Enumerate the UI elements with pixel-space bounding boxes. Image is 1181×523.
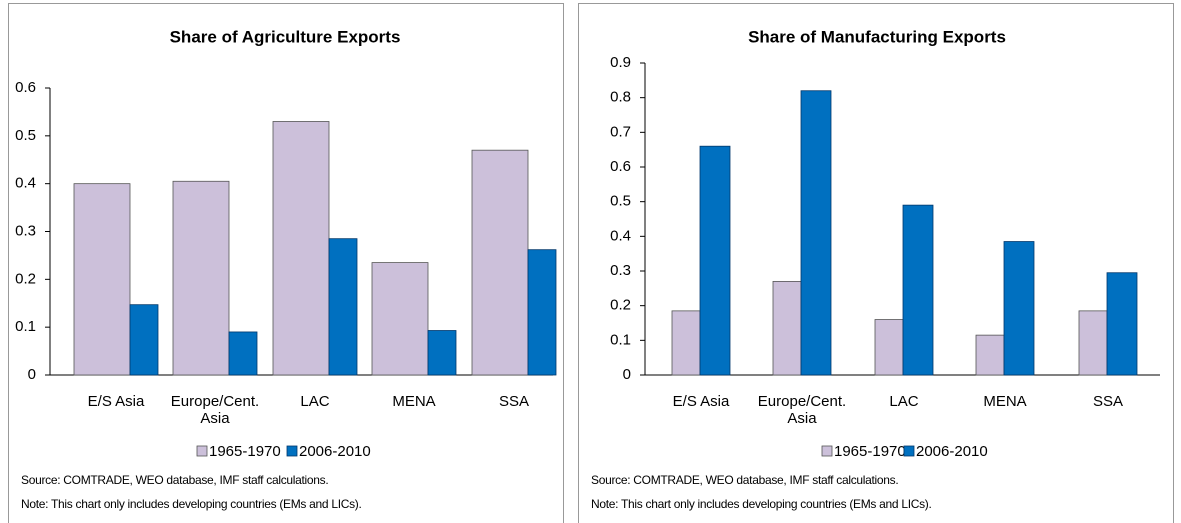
x-tick-label: Europe/Cent. Asia	[170, 393, 260, 427]
bar	[172, 180, 230, 376]
x-tick-label: E/S Asia	[672, 393, 730, 410]
bar	[800, 90, 832, 376]
bar	[671, 310, 701, 376]
x-tick-label: MENA	[392, 393, 436, 410]
bar	[471, 149, 529, 376]
bar	[328, 238, 358, 376]
panel-border	[578, 3, 1174, 523]
y-tick-label: 0.1	[15, 318, 36, 335]
x-tick-label: SSA	[1092, 393, 1123, 410]
y-tick-label: 0.3	[15, 222, 36, 239]
panel-border	[8, 3, 564, 523]
y-tick-label: 0.8	[610, 89, 631, 106]
footnote: Note: This chart only includes developin…	[591, 497, 932, 511]
bar	[1078, 310, 1108, 376]
y-tick-label: 0.4	[15, 175, 36, 192]
bar	[975, 334, 1005, 376]
y-tick-label: 0.1	[610, 331, 631, 348]
footnote: Note: This chart only includes developin…	[21, 497, 362, 511]
bar	[902, 204, 934, 376]
x-tick-label: LAC	[300, 393, 330, 410]
x-tick-label: E/S Asia	[87, 393, 145, 410]
bar	[228, 331, 258, 376]
bar	[371, 262, 429, 376]
bar	[272, 121, 330, 376]
chart-title: Share of Agriculture Exports	[170, 27, 401, 46]
y-tick-label: 0.6	[15, 79, 36, 96]
bar	[1106, 272, 1138, 376]
legend-label: 2006-2010	[299, 443, 371, 460]
y-tick-label: 0.2	[610, 297, 631, 314]
y-tick-label: 0	[28, 366, 36, 383]
y-tick-label: 0.3	[610, 262, 631, 279]
x-tick-label: Europe/Cent. Asia	[757, 393, 847, 427]
y-tick-label: 0.2	[15, 270, 36, 287]
legend-swatch	[821, 445, 833, 457]
y-tick-label: 0.4	[610, 227, 631, 244]
chart-title: Share of Manufacturing Exports	[748, 27, 1006, 46]
bar	[427, 330, 457, 376]
x-tick-label: LAC	[889, 393, 919, 410]
legend-label: 1965-1970	[834, 443, 906, 460]
source-note: Source: COMTRADE, WEO database, IMF staf…	[21, 473, 328, 487]
y-tick-label: 0.5	[15, 127, 36, 144]
legend-swatch	[196, 445, 208, 457]
bar	[73, 183, 131, 376]
y-tick-label: 0.5	[610, 193, 631, 210]
y-tick-label: 0.6	[610, 158, 631, 175]
legend-swatch	[286, 445, 298, 457]
source-note: Source: COMTRADE, WEO database, IMF staf…	[591, 473, 898, 487]
y-tick-label: 0.9	[610, 54, 631, 71]
legend-label: 1965-1970	[209, 443, 281, 460]
bar	[1003, 241, 1035, 376]
bar	[874, 319, 904, 376]
legend-label: 2006-2010	[916, 443, 988, 460]
bar	[129, 304, 159, 376]
y-tick-label: 0.7	[610, 123, 631, 140]
legend-swatch	[903, 445, 915, 457]
x-tick-label: SSA	[498, 393, 529, 410]
x-tick-label: MENA	[983, 393, 1027, 410]
bar	[772, 280, 802, 376]
y-tick-label: 0	[623, 366, 631, 383]
bar	[527, 249, 557, 376]
bar	[699, 145, 731, 376]
